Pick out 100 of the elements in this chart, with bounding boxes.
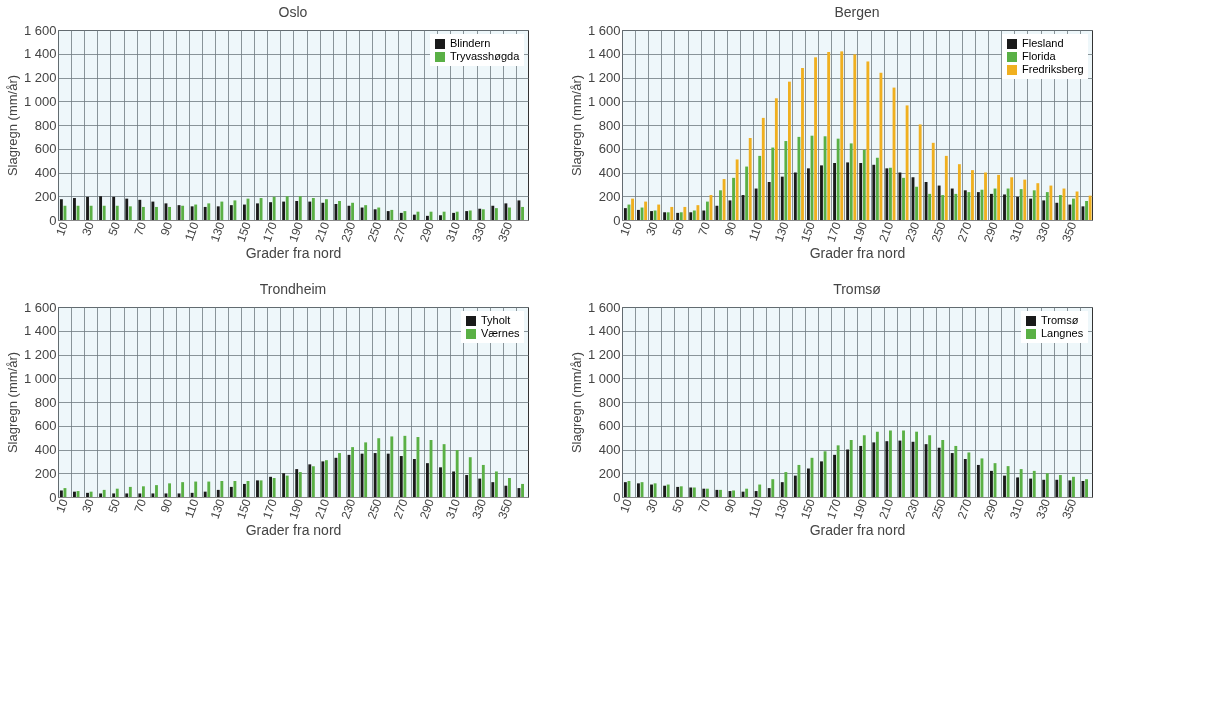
y-tick-label: 800: [598, 394, 621, 410]
bar: [820, 461, 823, 497]
bar: [321, 461, 325, 497]
bar: [814, 57, 818, 220]
y-tick-label: 400: [34, 442, 57, 457]
bar: [653, 483, 657, 497]
x-tick-label: 250: [928, 496, 949, 521]
bar: [181, 482, 185, 497]
bar: [1036, 183, 1040, 220]
bar: [941, 195, 945, 220]
x-tick-label: 130: [771, 496, 792, 521]
bar: [128, 206, 132, 220]
x-axis-title: Grader fra nord: [245, 522, 342, 539]
bar: [1032, 190, 1036, 220]
bar: [833, 163, 836, 220]
bar: [256, 480, 259, 497]
bar: [338, 201, 341, 220]
bar: [1068, 480, 1072, 497]
bar: [190, 206, 194, 220]
bar: [963, 190, 967, 220]
y-tick-label: 600: [598, 141, 621, 157]
x-tick-label: 70: [131, 496, 150, 515]
y-tick-label: 1 600: [587, 22, 621, 38]
bar: [915, 186, 919, 220]
bar: [360, 207, 364, 220]
bar: [745, 488, 749, 497]
bar: [99, 493, 103, 497]
bar: [771, 147, 775, 220]
x-tick-label: 330: [469, 496, 490, 521]
bar: [89, 205, 93, 220]
bar: [1045, 473, 1049, 497]
bar: [859, 163, 863, 220]
bar: [102, 205, 106, 220]
bar: [745, 166, 749, 220]
bar: [849, 440, 853, 497]
bar: [229, 486, 233, 497]
bar: [207, 203, 211, 220]
bar: [269, 202, 272, 220]
bar: [1058, 475, 1062, 497]
x-tick-label: 210: [312, 219, 333, 244]
y-tick-label: 800: [34, 117, 57, 133]
bar: [426, 463, 429, 497]
bar: [1016, 196, 1020, 220]
bar: [115, 488, 119, 497]
bar: [872, 442, 876, 497]
bar: [1029, 198, 1033, 220]
bar: [823, 136, 827, 220]
bar: [963, 459, 967, 497]
legend-label: Fredriksberg: [1022, 63, 1084, 75]
x-tick-label: 230: [902, 219, 923, 244]
bar: [902, 177, 905, 220]
bar: [465, 475, 469, 497]
bar: [836, 138, 840, 220]
y-tick-label: 800: [34, 394, 57, 410]
bar: [827, 51, 831, 220]
bar: [86, 492, 89, 497]
bar: [386, 453, 390, 497]
bar: [504, 203, 508, 220]
y-tick-label: 0: [49, 212, 57, 228]
bar: [491, 482, 495, 497]
bar: [325, 199, 328, 220]
bar: [141, 486, 145, 497]
bar: [780, 482, 784, 497]
bar: [872, 164, 876, 220]
y-tick-label: 0: [613, 489, 621, 505]
legend-label: Tyholt: [481, 314, 511, 326]
bar: [944, 155, 948, 220]
bar: [1019, 189, 1023, 220]
bar: [885, 168, 889, 220]
bar: [650, 211, 653, 220]
bar: [325, 460, 328, 497]
x-tick-label: 50: [669, 219, 688, 238]
bar: [125, 493, 129, 497]
x-tick-label: 190: [850, 219, 871, 244]
bar: [889, 167, 892, 220]
bar: [859, 445, 863, 497]
bar: [151, 493, 155, 497]
y-tick-label: 1 400: [23, 46, 57, 62]
bar: [1006, 188, 1010, 220]
bar: [950, 188, 954, 220]
bar: [1088, 195, 1092, 220]
bar: [1006, 466, 1010, 497]
bar: [937, 447, 941, 497]
bar: [373, 453, 377, 497]
bar: [971, 170, 974, 220]
bar: [1042, 479, 1046, 497]
bar: [705, 201, 709, 220]
bar: [478, 478, 482, 497]
y-tick-label: 1 000: [23, 370, 57, 386]
x-axis-title: Grader fra nord: [245, 245, 342, 262]
bar: [386, 211, 390, 220]
x-tick-label: 250: [928, 219, 949, 244]
x-tick-label: 50: [105, 496, 124, 515]
bar: [439, 467, 442, 497]
bar: [780, 176, 784, 220]
bar: [862, 149, 866, 220]
bar: [732, 177, 735, 220]
x-tick-label: 30: [643, 219, 662, 238]
bar: [233, 200, 237, 220]
bar: [364, 442, 368, 497]
